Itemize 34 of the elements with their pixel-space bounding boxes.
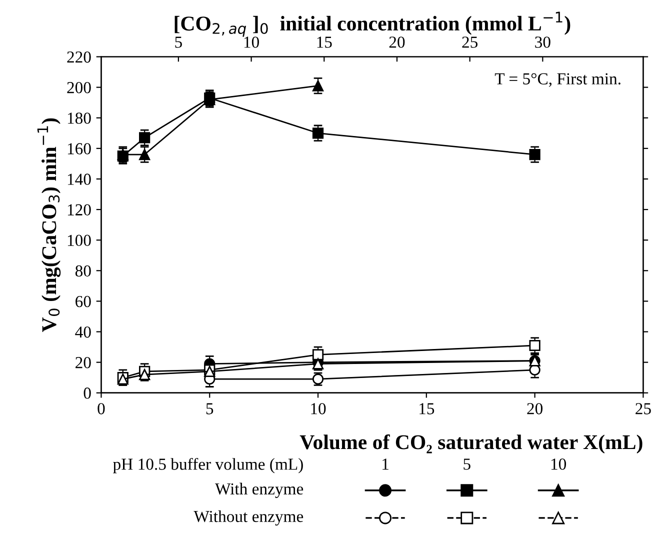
legend-title: pH 10.5 buffer volume (mL) <box>113 458 303 474</box>
x2-tick-label: 20 <box>389 36 405 48</box>
y-tick-label: 20 <box>76 357 91 368</box>
text: Without enzyme <box>194 510 304 526</box>
y-tick-label: 220 <box>67 51 91 63</box>
x-tick-label: 5 <box>206 403 214 414</box>
x-axis-title: Volume of CO₂ saturated water X(mL) <box>300 434 642 454</box>
text: 1 <box>382 458 388 470</box>
y-tick-label: 100 <box>68 234 91 246</box>
y-tick-label: 0 <box>84 388 91 399</box>
x2-axis-title: [CO$_{2,aq}$ ]$_{0}$ initial concentration (mmol L$^{−1}$) <box>174 12 570 37</box>
annotation: T = 5°C, First min. <box>494 73 620 87</box>
y-tick-label: 200 <box>67 82 91 94</box>
y-tick-label: 60 <box>76 296 91 308</box>
x-tick-label: 10 <box>311 403 326 414</box>
y-tick-label: 80 <box>75 265 91 277</box>
x2-tick-label: 25 <box>462 36 478 48</box>
y-axis-title: V$_{0}$ (mg(CaCO$_{3}$) min$^{−1}$) <box>37 118 61 332</box>
x-tick-label: 0 <box>98 403 105 414</box>
text: With enzyme <box>215 482 304 498</box>
y-tick-label: 40 <box>75 326 91 338</box>
x2-tick-label: 5 <box>175 36 182 48</box>
x-tick-label: 15 <box>420 403 434 414</box>
x2-tick-label: 10 <box>244 36 259 48</box>
x-tick-label: 20 <box>527 403 543 414</box>
text: 10 <box>551 458 566 470</box>
x2-tick-label: 30 <box>535 36 550 48</box>
y-tick-label: 160 <box>68 143 91 154</box>
x-tick-label: 25 <box>636 403 651 414</box>
y-tick-label: 120 <box>68 204 91 216</box>
y-tick-label: 140 <box>68 174 91 185</box>
x2-tick-label: 15 <box>317 36 332 48</box>
y-tick-label: 180 <box>68 112 91 124</box>
text: 5 <box>464 458 470 470</box>
